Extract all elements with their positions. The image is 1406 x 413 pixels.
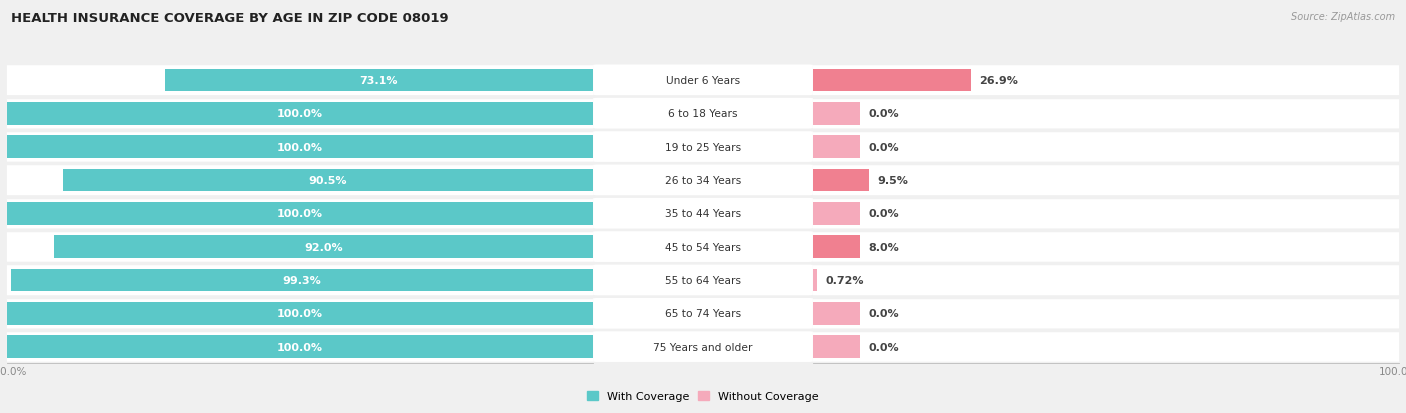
Bar (11, 269, 593, 292)
Bar (813, 169, 869, 192)
Text: 73.1%: 73.1% (360, 76, 398, 85)
Text: 65 to 74 Years: 65 to 74 Years (665, 309, 741, 318)
FancyBboxPatch shape (593, 298, 813, 329)
Bar (813, 136, 860, 159)
Text: 0.0%: 0.0% (869, 109, 900, 119)
Text: 35 to 44 Years: 35 to 44 Years (665, 209, 741, 219)
FancyBboxPatch shape (593, 165, 813, 196)
Text: 100.0%: 100.0% (277, 209, 323, 219)
FancyBboxPatch shape (813, 332, 1399, 362)
Text: 26.9%: 26.9% (980, 76, 1018, 85)
Bar (813, 202, 860, 225)
FancyBboxPatch shape (593, 132, 813, 162)
FancyBboxPatch shape (7, 298, 593, 329)
Text: 6 to 18 Years: 6 to 18 Years (668, 109, 738, 119)
Text: 26 to 34 Years: 26 to 34 Years (665, 176, 741, 185)
FancyBboxPatch shape (813, 198, 1399, 229)
Bar (7, 335, 593, 358)
FancyBboxPatch shape (7, 99, 593, 129)
FancyBboxPatch shape (7, 232, 593, 262)
Text: 8.0%: 8.0% (869, 242, 900, 252)
Text: 0.72%: 0.72% (825, 275, 865, 285)
Bar (165, 69, 593, 92)
Text: 0.0%: 0.0% (869, 142, 900, 152)
FancyBboxPatch shape (593, 65, 813, 96)
Text: 9.5%: 9.5% (877, 176, 908, 185)
FancyBboxPatch shape (813, 65, 1399, 96)
Legend: With Coverage, Without Coverage: With Coverage, Without Coverage (582, 386, 824, 406)
Text: 100.0%: 100.0% (277, 109, 323, 119)
Bar (53, 236, 593, 258)
Bar (813, 335, 860, 358)
Bar (7, 302, 593, 325)
FancyBboxPatch shape (7, 265, 593, 296)
FancyBboxPatch shape (593, 232, 813, 262)
Text: 55 to 64 Years: 55 to 64 Years (665, 275, 741, 285)
Bar (7, 136, 593, 159)
Text: 100.0%: 100.0% (277, 309, 323, 318)
Bar (813, 269, 817, 292)
Text: 100.0%: 100.0% (277, 342, 323, 352)
Text: Under 6 Years: Under 6 Years (666, 76, 740, 85)
FancyBboxPatch shape (593, 99, 813, 129)
Bar (7, 102, 593, 125)
FancyBboxPatch shape (7, 198, 593, 229)
FancyBboxPatch shape (813, 132, 1399, 162)
FancyBboxPatch shape (7, 332, 593, 362)
Text: 90.5%: 90.5% (309, 176, 347, 185)
Text: 0.0%: 0.0% (869, 342, 900, 352)
FancyBboxPatch shape (7, 165, 593, 196)
FancyBboxPatch shape (593, 332, 813, 362)
Bar (813, 302, 860, 325)
Bar (813, 236, 860, 258)
Text: 75 Years and older: 75 Years and older (654, 342, 752, 352)
Text: 99.3%: 99.3% (283, 275, 322, 285)
Text: 45 to 54 Years: 45 to 54 Years (665, 242, 741, 252)
FancyBboxPatch shape (813, 298, 1399, 329)
FancyBboxPatch shape (7, 132, 593, 162)
Text: 0.0%: 0.0% (869, 209, 900, 219)
Bar (7, 202, 593, 225)
Text: Source: ZipAtlas.com: Source: ZipAtlas.com (1291, 12, 1395, 22)
Text: 0.0%: 0.0% (869, 309, 900, 318)
Text: HEALTH INSURANCE COVERAGE BY AGE IN ZIP CODE 08019: HEALTH INSURANCE COVERAGE BY AGE IN ZIP … (11, 12, 449, 25)
FancyBboxPatch shape (813, 99, 1399, 129)
Text: 19 to 25 Years: 19 to 25 Years (665, 142, 741, 152)
FancyBboxPatch shape (813, 165, 1399, 196)
Bar (813, 69, 970, 92)
FancyBboxPatch shape (813, 265, 1399, 296)
Bar (813, 102, 860, 125)
Text: 100.0%: 100.0% (277, 142, 323, 152)
FancyBboxPatch shape (593, 198, 813, 229)
FancyBboxPatch shape (593, 265, 813, 296)
Bar (63, 169, 593, 192)
FancyBboxPatch shape (7, 65, 593, 96)
FancyBboxPatch shape (813, 232, 1399, 262)
Text: 92.0%: 92.0% (304, 242, 343, 252)
